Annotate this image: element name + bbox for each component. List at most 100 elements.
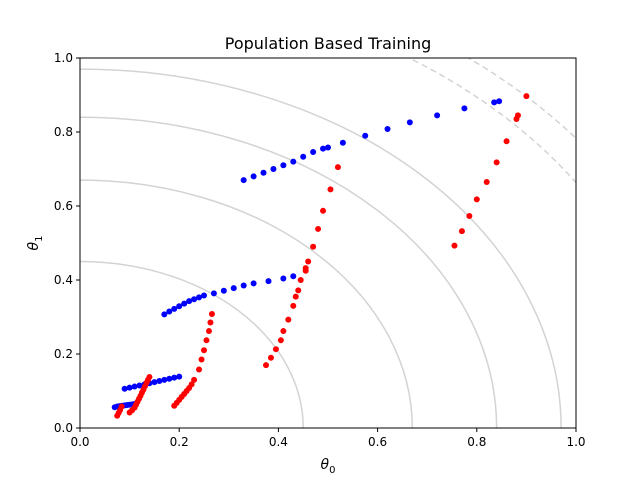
series-1-point-32 bbox=[208, 311, 215, 318]
series-1-point-30 bbox=[205, 328, 212, 335]
series-0-point-43 bbox=[290, 158, 297, 165]
series-0-point-28 bbox=[196, 294, 203, 301]
series-1-point-31 bbox=[207, 319, 214, 326]
series-1-point-34 bbox=[267, 354, 274, 361]
y-tick-label-5: 1.0 bbox=[54, 51, 73, 65]
series-1-point-42 bbox=[297, 277, 304, 283]
series-1-point-55 bbox=[483, 178, 490, 185]
series-1-point-45 bbox=[305, 258, 312, 265]
x-tick-label-4: 0.8 bbox=[467, 435, 486, 449]
x-axis-label-subscript: 0 bbox=[329, 465, 335, 476]
y-axis-label-subscript: 1 bbox=[34, 236, 45, 242]
axes: 0.0 0.2 0.4 0.6 0.8 1.0 0.0 0.2 0.4 0.6 0.8 1.0 bbox=[54, 51, 586, 449]
series-0-point-46 bbox=[320, 145, 327, 152]
series-0-point-48 bbox=[339, 139, 346, 146]
series-0-point-9 bbox=[121, 385, 128, 392]
series-1-point-33 bbox=[263, 362, 269, 369]
series-1-point-56 bbox=[493, 159, 500, 166]
series-1-point-41 bbox=[295, 287, 302, 294]
series-1-point-37 bbox=[280, 328, 287, 335]
y-tick-label-2: 0.4 bbox=[54, 273, 73, 287]
series-0-point-16 bbox=[156, 378, 163, 385]
series-0-point-41 bbox=[270, 166, 277, 172]
series-0-point-32 bbox=[230, 285, 237, 292]
series-0-point-10 bbox=[126, 384, 133, 391]
y-axis-label: θ1 bbox=[26, 236, 45, 251]
series-0-point-18 bbox=[166, 375, 173, 382]
series-1-point-40 bbox=[292, 293, 299, 300]
series-0-point-38 bbox=[240, 177, 247, 184]
x-tick-label-3: 0.6 bbox=[368, 435, 387, 449]
x-axis-label-symbol: θ bbox=[321, 457, 330, 473]
series-0-point-51 bbox=[406, 119, 413, 126]
series-0-point-49 bbox=[362, 132, 369, 139]
series-1-point-35 bbox=[272, 346, 279, 353]
series-1-point-49 bbox=[327, 186, 334, 193]
series-0-point-39 bbox=[250, 173, 257, 180]
plot-frame bbox=[79, 57, 577, 429]
series-0-point-55 bbox=[496, 98, 503, 105]
x-tick-label-5: 1.0 bbox=[566, 435, 585, 449]
contour-2 bbox=[80, 116, 498, 428]
x-tick-label-0: 0.0 bbox=[70, 435, 89, 449]
series-0-point-35 bbox=[265, 278, 272, 285]
contour-3 bbox=[80, 68, 562, 428]
x-axis-label: θ0 bbox=[321, 457, 336, 476]
series-1-point-59 bbox=[514, 112, 521, 119]
y-axis-label-symbol: θ bbox=[26, 241, 42, 250]
series-1-point-38 bbox=[285, 316, 292, 323]
y-tick-label-0: 0.0 bbox=[54, 421, 73, 435]
series-0-point-12 bbox=[136, 382, 143, 389]
x-tick-label-2: 0.4 bbox=[269, 435, 288, 449]
series-1-point-52 bbox=[458, 228, 465, 235]
series-1-point-53 bbox=[466, 212, 473, 219]
series-1-point-57 bbox=[503, 138, 510, 145]
series-0-point-15 bbox=[151, 379, 158, 386]
series-1-point-3 bbox=[118, 403, 125, 410]
series-0-point-24 bbox=[176, 303, 183, 310]
series-0-point-53 bbox=[461, 105, 468, 112]
series-0-point-21 bbox=[161, 311, 168, 318]
contour-1 bbox=[80, 179, 414, 428]
series-1-point-28 bbox=[201, 347, 207, 354]
series-0-point-52 bbox=[434, 112, 441, 119]
series-0-point-31 bbox=[220, 287, 227, 294]
series-0-point-11 bbox=[131, 383, 138, 390]
x-tick-label-1: 0.2 bbox=[170, 435, 189, 449]
y-tick-label-4: 0.8 bbox=[54, 125, 73, 139]
series-0-point-40 bbox=[260, 169, 267, 176]
series-1-point-25 bbox=[191, 376, 198, 383]
series-0-point-22 bbox=[166, 308, 173, 315]
series-0-point-50 bbox=[384, 126, 391, 133]
series-0-point-33 bbox=[240, 282, 247, 289]
series-0-point-44 bbox=[300, 153, 307, 160]
series-1-point-54 bbox=[473, 196, 480, 203]
series-1-point-36 bbox=[277, 337, 284, 344]
series-0-point-19 bbox=[171, 374, 178, 381]
series-1-point-50 bbox=[334, 164, 341, 171]
series-1-point-39 bbox=[290, 302, 297, 309]
series-0-point-20 bbox=[176, 373, 183, 380]
series-0-point-29 bbox=[201, 292, 207, 299]
series-0-point-47 bbox=[325, 144, 331, 151]
series-0-point-54 bbox=[491, 99, 498, 106]
series-1-point-24 bbox=[188, 381, 195, 388]
series-1-point-29 bbox=[203, 337, 210, 344]
series-1-point-48 bbox=[320, 207, 327, 214]
series-1-point-16 bbox=[146, 373, 153, 380]
series-1-point-60 bbox=[523, 93, 530, 100]
series-0-point-26 bbox=[186, 298, 193, 305]
series-1-point-44 bbox=[302, 265, 309, 272]
series-0-point-27 bbox=[191, 296, 198, 303]
series-0-point-23 bbox=[171, 305, 178, 312]
series-0-point-37 bbox=[290, 273, 297, 280]
contour-0 bbox=[80, 260, 304, 428]
series-0-point-30 bbox=[210, 290, 217, 297]
dashed-contour-0 bbox=[407, 58, 576, 184]
series-1-point-47 bbox=[315, 225, 322, 232]
series-0-point-45 bbox=[310, 148, 317, 155]
series-1-point-51 bbox=[451, 242, 458, 249]
y-tick-label-3: 0.6 bbox=[54, 199, 73, 213]
